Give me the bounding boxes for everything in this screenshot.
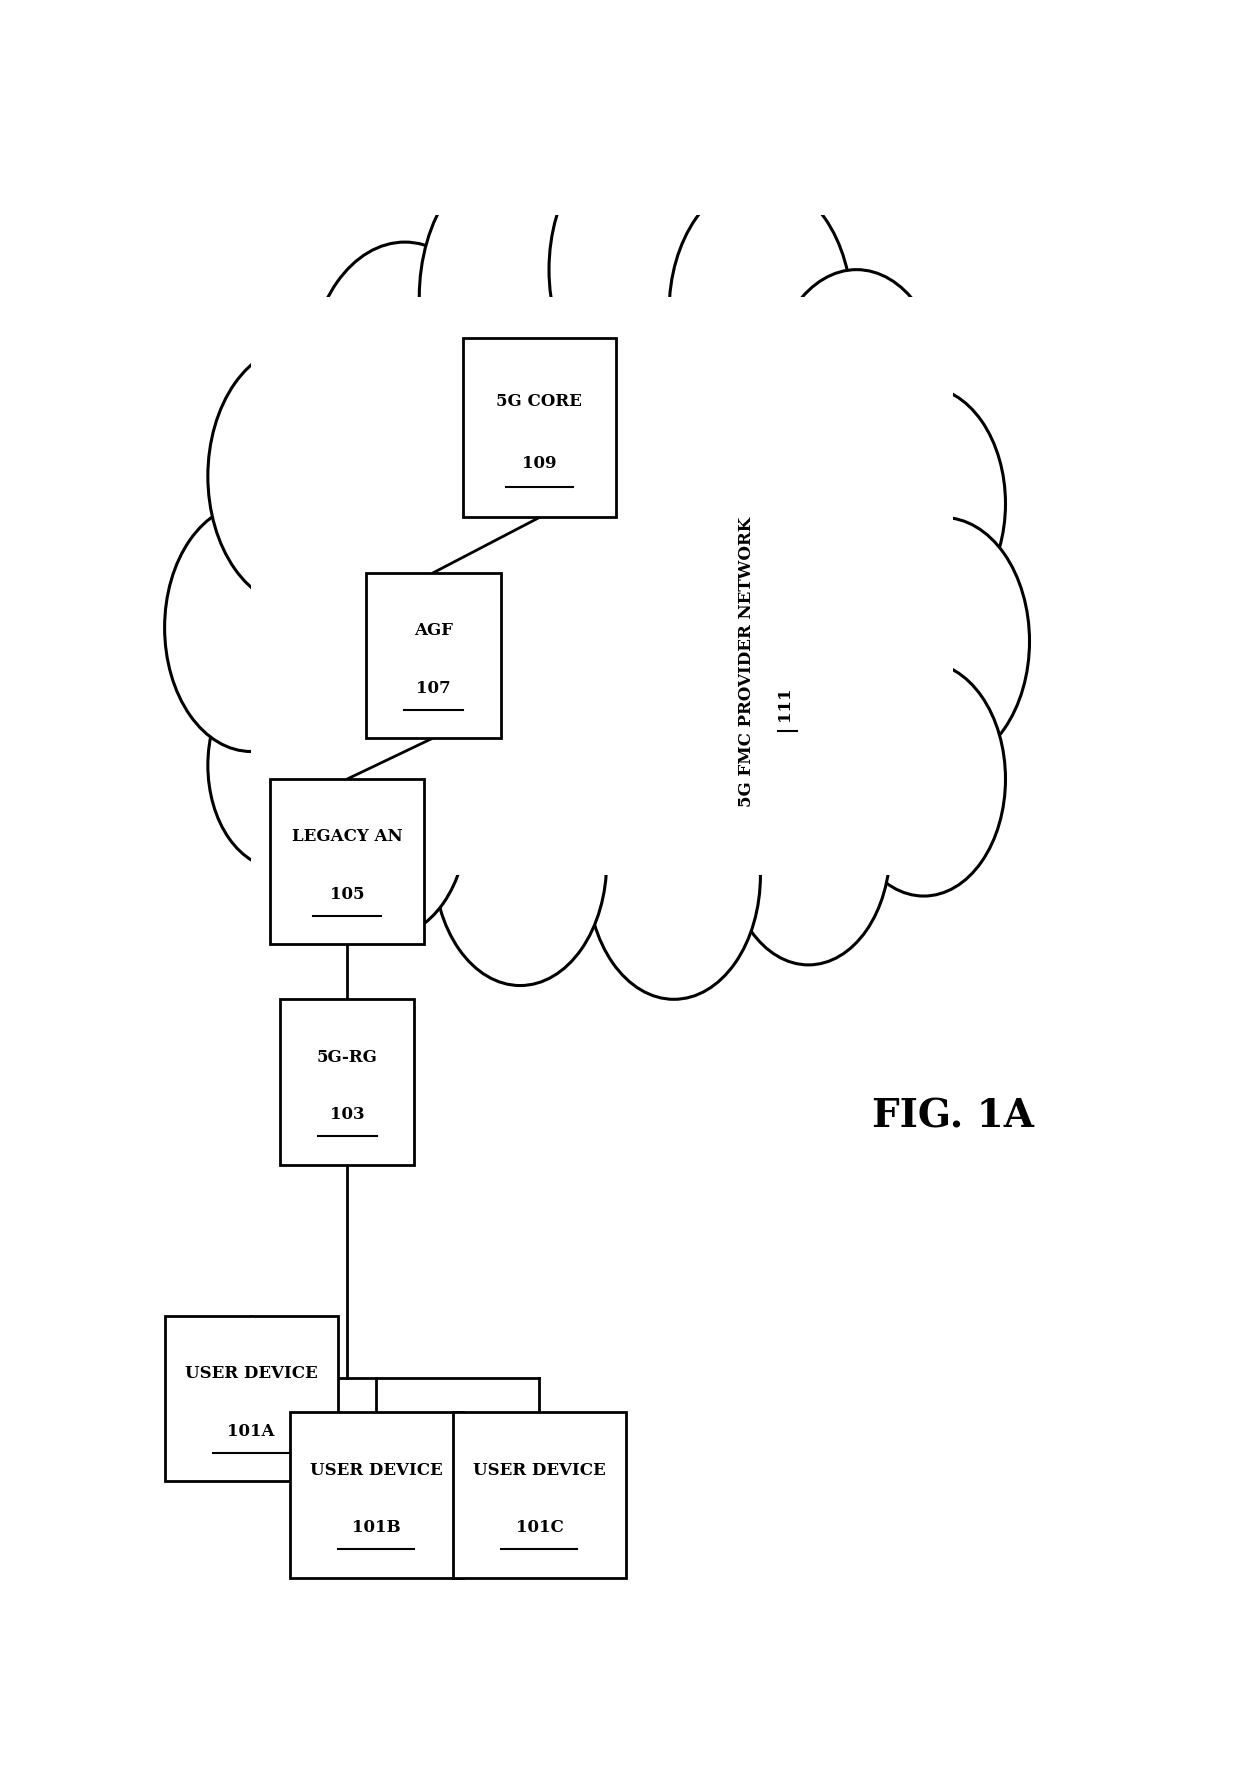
FancyBboxPatch shape (165, 1316, 337, 1480)
Text: USER DEVICE: USER DEVICE (310, 1461, 443, 1479)
Text: USER DEVICE: USER DEVICE (472, 1461, 606, 1479)
Text: 111: 111 (776, 687, 792, 721)
Circle shape (770, 270, 942, 517)
Text: 101C: 101C (516, 1520, 563, 1536)
FancyBboxPatch shape (280, 999, 414, 1164)
Circle shape (857, 517, 1029, 765)
Circle shape (208, 662, 352, 869)
Circle shape (165, 504, 337, 751)
Circle shape (670, 181, 852, 442)
Text: 5G FMC PROVIDER NETWORK: 5G FMC PROVIDER NETWORK (738, 517, 754, 806)
Text: 103: 103 (330, 1107, 365, 1123)
Circle shape (434, 738, 606, 985)
Text: 101B: 101B (352, 1520, 401, 1536)
Text: AGF: AGF (414, 622, 453, 638)
Circle shape (549, 132, 742, 408)
FancyBboxPatch shape (463, 338, 616, 517)
Circle shape (727, 731, 890, 966)
Text: 5G-RG: 5G-RG (316, 1048, 378, 1066)
Circle shape (419, 152, 621, 442)
Circle shape (842, 662, 1006, 896)
Text: 107: 107 (417, 679, 451, 697)
Circle shape (588, 751, 760, 999)
FancyBboxPatch shape (367, 572, 501, 738)
Text: LEGACY AN: LEGACY AN (291, 828, 403, 846)
Text: 109: 109 (522, 456, 557, 472)
FancyBboxPatch shape (290, 1413, 463, 1577)
Circle shape (309, 241, 501, 517)
Text: 101A: 101A (227, 1423, 275, 1439)
Circle shape (304, 703, 467, 937)
FancyBboxPatch shape (453, 1413, 626, 1577)
Text: 105: 105 (330, 887, 365, 903)
Circle shape (208, 345, 391, 606)
FancyBboxPatch shape (250, 297, 952, 876)
FancyBboxPatch shape (270, 780, 424, 944)
Text: FIG. 1A: FIG. 1A (872, 1098, 1034, 1135)
Circle shape (842, 386, 1006, 620)
Text: 5G CORE: 5G CORE (496, 393, 583, 409)
Text: USER DEVICE: USER DEVICE (185, 1366, 317, 1382)
